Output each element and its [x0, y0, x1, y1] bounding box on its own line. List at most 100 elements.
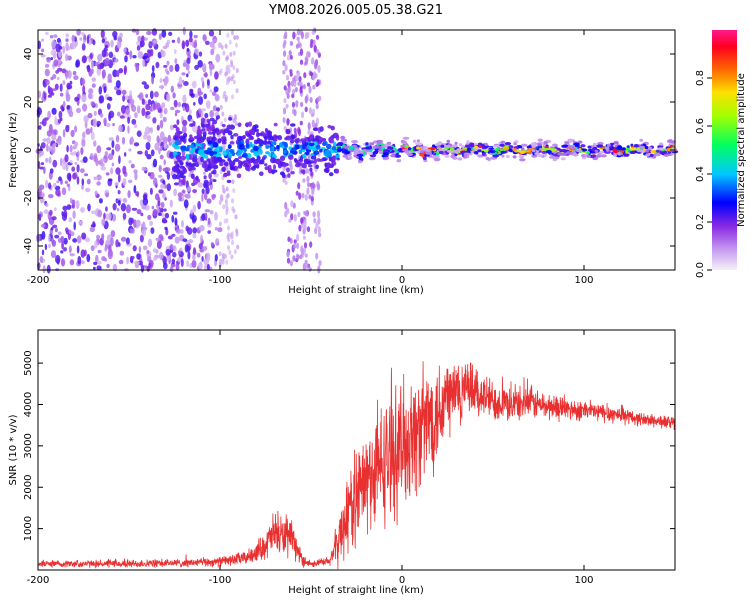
spectrogram-point	[171, 39, 176, 43]
spectrogram-point	[235, 228, 239, 234]
spectrogram-point	[39, 166, 45, 170]
spectrogram-point	[121, 136, 126, 145]
spectrogram-point	[252, 145, 259, 151]
spectrogram-point	[313, 45, 317, 53]
spectrogram-point	[277, 163, 282, 169]
spectrogram-point	[88, 39, 92, 46]
spectrogram-point	[310, 113, 315, 118]
spectrogram-point	[238, 156, 243, 159]
spectrogram-point	[625, 150, 629, 154]
spectrogram-point	[230, 164, 234, 171]
spectrogram-point	[51, 107, 57, 115]
spectrogram-point	[62, 100, 66, 108]
spectrogram-point	[129, 50, 133, 60]
spectrogram-point	[202, 81, 205, 89]
spectrogram-point	[408, 147, 412, 151]
spectrogram-point	[188, 37, 193, 43]
spectrogram-point	[317, 226, 321, 234]
spectrogram-point	[93, 140, 97, 147]
spectrogram-point	[313, 217, 317, 224]
spectrogram-point	[312, 84, 316, 90]
spectrogram-point	[186, 47, 190, 52]
spectrogram-point	[300, 101, 304, 108]
spectrogram-point	[134, 260, 140, 266]
spectrogram-point	[334, 154, 339, 159]
spectrogram-point	[196, 128, 202, 135]
spectrogram-point	[62, 80, 66, 85]
spectrogram-point	[308, 142, 315, 147]
spectrogram-point	[264, 166, 270, 171]
spectrogram-point	[306, 161, 312, 165]
spectrogram-y-tick-label: -40	[23, 238, 34, 254]
spectrogram-point	[234, 42, 238, 48]
spectrogram-point	[209, 41, 215, 48]
spectrogram-point	[76, 107, 81, 114]
spectrogram-point	[90, 101, 95, 107]
spectrogram-point	[233, 133, 239, 137]
spectrogram-point	[158, 212, 162, 216]
spectrogram-point	[226, 193, 230, 198]
spectrogram-point	[301, 144, 307, 150]
spectrogram-point	[276, 144, 280, 150]
spectrogram-point	[98, 175, 102, 180]
spectrogram-point	[306, 82, 311, 87]
spectrogram-x-tick-label: 100	[574, 275, 593, 286]
snr-x-ticks: -200 -100 0 100	[27, 330, 594, 586]
spectrogram-point	[297, 81, 301, 86]
spectrogram-point	[174, 112, 178, 117]
spectrogram-point	[119, 115, 125, 119]
spectrogram-point	[122, 198, 128, 203]
spectrogram-point	[147, 50, 152, 58]
spectrogram-point	[146, 30, 152, 36]
spectrogram-point	[151, 28, 158, 36]
spectrogram-point	[129, 98, 135, 106]
spectrogram-point	[356, 153, 364, 157]
spectrogram-point	[282, 70, 286, 75]
spectrogram-point	[203, 171, 206, 175]
spectrogram-point	[292, 255, 296, 262]
spectrogram-point	[202, 160, 207, 164]
spectrogram-point	[621, 147, 626, 151]
spectrogram-point	[65, 71, 68, 80]
spectrogram-point	[110, 237, 114, 247]
spectrogram-point	[233, 35, 237, 41]
spectrogram-point	[112, 69, 118, 78]
spectrogram-point	[51, 39, 57, 49]
colorbar-label: Normalized spectral amplitude	[736, 73, 747, 227]
spectrogram-point	[170, 106, 175, 111]
spectrogram-point	[125, 204, 131, 214]
spectrogram-point	[504, 142, 512, 146]
spectrogram-point	[173, 99, 178, 108]
spectrogram-point	[292, 88, 296, 95]
spectrogram-point	[314, 227, 318, 235]
spectrogram-point	[174, 139, 180, 146]
spectrogram-point	[290, 123, 296, 127]
spectrogram-point	[206, 79, 210, 86]
spectrogram-point	[141, 81, 147, 85]
spectrogram-point	[156, 135, 160, 144]
spectrogram-point	[205, 100, 211, 109]
spectrogram-point	[286, 257, 291, 264]
spectrogram-point	[253, 124, 259, 129]
spectrogram-point	[224, 97, 228, 103]
spectrogram-point	[60, 105, 64, 110]
spectrogram-point	[140, 264, 144, 273]
spectrogram-point	[263, 136, 268, 140]
spectrogram-point	[530, 144, 537, 148]
spectrogram-point	[238, 160, 242, 166]
spectrogram-point	[86, 64, 91, 73]
spectrogram-point	[269, 136, 274, 141]
spectrogram-point	[166, 70, 170, 75]
spectrogram-point	[149, 220, 154, 226]
spectrogram-point	[322, 138, 327, 142]
spectrogram-point	[197, 60, 203, 68]
spectrogram-point	[592, 142, 597, 146]
spectrogram-point	[212, 169, 217, 175]
spectrogram-point	[85, 187, 91, 193]
spectrogram-point	[657, 147, 664, 151]
spectrogram-point	[299, 48, 304, 56]
spectrogram-point	[201, 213, 206, 221]
spectrogram-point	[508, 145, 514, 149]
spectrogram-point	[132, 105, 137, 112]
spectrogram-point	[52, 250, 56, 257]
